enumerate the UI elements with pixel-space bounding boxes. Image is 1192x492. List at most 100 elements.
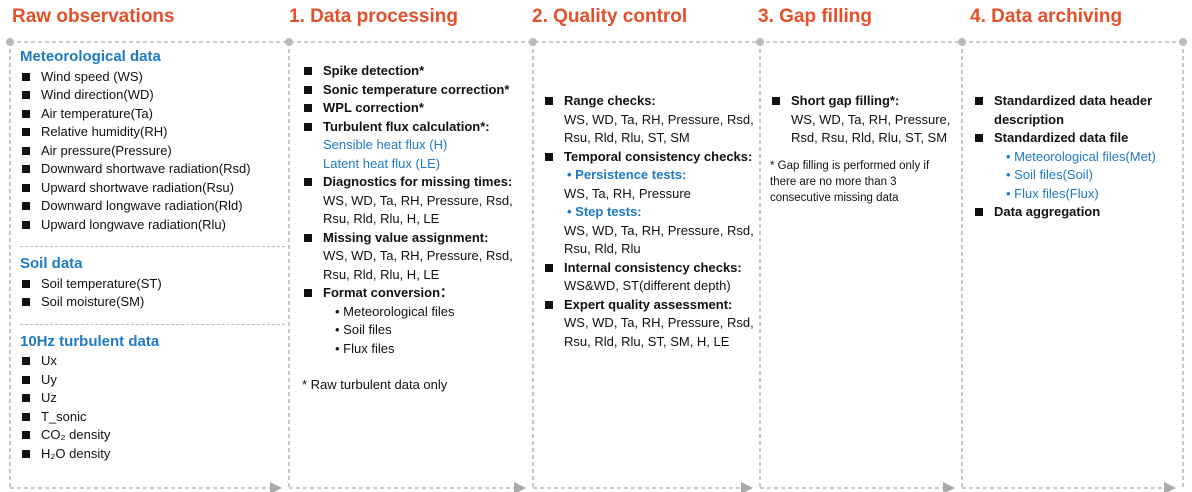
dots <box>6 38 1187 46</box>
bullet <box>22 394 30 402</box>
bullet <box>304 85 312 94</box>
footnote: * Raw turbulent data only <box>302 377 448 392</box>
list-item: Range checks: WS, WD, Ta, RH, Pressure, R… <box>543 92 755 148</box>
bullet <box>22 72 30 81</box>
bullet <box>22 357 30 365</box>
item-detail: WS, WD, Ta, RH, Pressure, Rsd, Rsu, Rld,… <box>564 315 754 349</box>
list-item: Downward longwave radiation(Rld) <box>20 197 285 216</box>
bullet <box>975 97 983 105</box>
item-label: Data aggregation <box>994 204 1101 219</box>
item-label: Sonic temperature correction* <box>323 81 510 97</box>
subtest-name: • Persistence tests: <box>567 167 687 182</box>
section: 10Hz turbulent data Ux Uy Uz T_sonic CO₂ dens… <box>20 323 285 464</box>
item-detail: WS&WD, ST(different depth) <box>564 278 731 293</box>
bullet <box>22 449 30 458</box>
item-label: Turbulent flux calculation*: <box>323 118 490 134</box>
item-label: Spike detection* <box>323 63 425 78</box>
list-item: Turbulent flux calculation*: Sensible hea… <box>302 118 527 174</box>
list-item: Sonic temperature correction* <box>302 81 527 100</box>
bullet <box>22 375 30 384</box>
bullet <box>304 233 312 242</box>
bullet <box>22 146 30 155</box>
item-label: Expert quality assessment: <box>564 296 733 312</box>
list-item: Standardized data header description <box>973 92 1178 129</box>
item-label: Temporal consistency checks: <box>564 148 753 164</box>
column-title: 4. Data archiving <box>970 6 1123 27</box>
item-label: Standardized data file <box>994 130 1129 145</box>
list-item: Spike detection* <box>302 62 527 81</box>
arrowhead <box>943 482 955 492</box>
dot <box>285 38 293 46</box>
bullet <box>22 128 30 136</box>
item-label: Range checks: <box>564 93 656 108</box>
column-title: 2. Quality control <box>532 6 688 27</box>
subtest-detail: WS, Ta, RH, Pressure <box>564 185 691 201</box>
section-heading: Meteorological data <box>20 48 161 65</box>
item-detail: • Soil files <box>335 322 392 337</box>
list-item: Uz <box>20 389 285 408</box>
list-item: WPL correction* <box>302 99 527 118</box>
bullet <box>304 104 312 112</box>
item-label: WPL correction* <box>323 100 424 115</box>
bullet <box>304 178 312 186</box>
bullet <box>545 300 553 309</box>
bullet <box>22 220 30 229</box>
item-detail: WS, WD, Ta, RH, Pressure, Rsd, Rsu, Rld,… <box>564 111 754 146</box>
list-item: Expert quality assessment: WS, WD, Ta, RH… <box>543 296 755 352</box>
bullet <box>545 97 553 105</box>
list-item: Format conversion： • Meteorological files… <box>302 284 527 358</box>
dot <box>756 38 764 46</box>
item-detail: Latent heat flux (LE) <box>323 155 441 171</box>
item-detail: • Flux files(Flux) <box>1006 185 1099 201</box>
arrowhead <box>270 482 282 492</box>
bullet <box>22 183 30 192</box>
column-body: Short gap filling*: WS, WD, Ta, RH, Press… <box>770 92 958 206</box>
list-item: Temporal consistency checks: • Persistenc… <box>543 148 755 259</box>
list-item: Missing value assignment: WS, WD, Ta, RH,… <box>302 229 527 285</box>
arrowheads <box>270 482 1176 492</box>
bullet <box>22 109 30 118</box>
bullet <box>975 208 983 216</box>
list-item: Internal consistency checks: WS&WD, ST(di… <box>543 259 755 296</box>
bullet <box>304 122 312 131</box>
subtest-detail: WS, WD, Ta, RH, Pressure, Rsd, Rsu, Rld,… <box>564 222 754 257</box>
column-title: 3. Gap filling <box>758 6 873 27</box>
item-detail: • Flux files <box>335 340 395 356</box>
section: Meteorological data Wind speed (WS) Wind d… <box>20 48 285 234</box>
bullet <box>22 279 30 288</box>
list-item: Air pressure(Pressure) <box>20 142 285 161</box>
item-detail: • Meteorological files(Met) <box>1006 148 1156 164</box>
section-heading: 10Hz turbulent data <box>20 332 160 350</box>
bullet <box>304 67 312 75</box>
item-label: Standardized data header description <box>994 93 1153 127</box>
list-item: Relative humidity(RH) <box>20 123 285 142</box>
bullet <box>545 152 553 161</box>
bullet <box>772 97 780 105</box>
bullet <box>22 165 30 173</box>
item-detail: WS, WD, Ta, RH, Pressure, Rsd, Rsu, Rld,… <box>791 111 951 146</box>
item-detail: WS, WD, Ta, RH, Pressure, Rsd, Rsu, Rld,… <box>323 248 513 282</box>
section: Soil data Soil temperature(ST) Soil moistu… <box>20 246 285 312</box>
list-item: Soil temperature(ST) <box>20 275 285 294</box>
frame-lines <box>9 41 1184 489</box>
list-item: Soil moisture(SM) <box>20 293 285 312</box>
bullet <box>22 202 30 210</box>
arrowhead <box>741 482 753 492</box>
item-detail: WS, WD, Ta, RH, Pressure, Rsd, Rsu, Rld,… <box>323 192 513 227</box>
bullet <box>22 298 30 306</box>
list-item: Air temperature(Ta) <box>20 105 285 124</box>
subtest-name: • Step tests: <box>567 204 642 219</box>
item-detail: • Soil files(Soil) <box>1006 167 1093 182</box>
list-item: Diagnostics for missing times: WS, WD, Ta… <box>302 173 527 229</box>
footnote: * Gap filling is performed only if there… <box>770 159 930 204</box>
list-item: Wind direction(WD) <box>20 86 285 105</box>
list-item: Short gap filling*: WS, WD, Ta, RH, Press… <box>770 92 958 148</box>
arrowhead <box>514 482 526 492</box>
column-body: Range checks: WS, WD, Ta, RH, Pressure, R… <box>543 92 755 351</box>
list-item: Downward shortwave radiation(Rsd) <box>20 160 285 179</box>
bullet <box>975 134 983 142</box>
item-label: Diagnostics for missing times: <box>323 174 513 189</box>
dot <box>1179 38 1187 46</box>
bullet <box>545 263 553 272</box>
